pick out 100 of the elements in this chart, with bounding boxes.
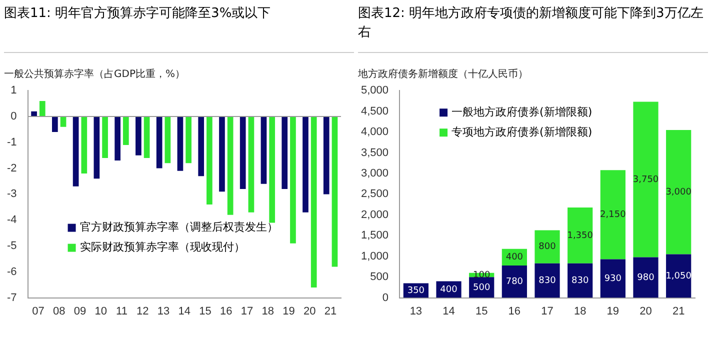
y-tick-label: -1 bbox=[7, 136, 17, 148]
bar bbox=[219, 116, 225, 192]
bar bbox=[534, 230, 560, 264]
bar bbox=[136, 116, 142, 156]
y-tick-label: 1,500 bbox=[360, 230, 389, 242]
x-tick-label: 21 bbox=[672, 305, 685, 318]
y-tick-label: 1,000 bbox=[360, 250, 389, 262]
y-tick-label: -4 bbox=[7, 214, 17, 226]
data-label: 930 bbox=[604, 274, 622, 284]
bar bbox=[198, 116, 204, 176]
bar bbox=[114, 116, 120, 161]
x-tick-label: 08 bbox=[52, 305, 66, 318]
bar bbox=[72, 116, 79, 186]
y-axis-title: 地方政府债务新增额度（十亿人民币） bbox=[358, 68, 529, 81]
legend-label: 官方财政预算赤字率（调整后权责发生） bbox=[80, 220, 278, 234]
legend-label: 实际财政预算赤字率（现收现付） bbox=[80, 240, 245, 254]
bar bbox=[123, 116, 129, 145]
bar bbox=[568, 207, 593, 264]
chart-title: 图表12: 明年地方政府专项债的新增额度可能下降到3万亿左右 bbox=[358, 0, 708, 53]
y-tick-label: 5,000 bbox=[360, 84, 389, 97]
bar bbox=[156, 116, 162, 168]
bar bbox=[666, 254, 692, 298]
bar bbox=[633, 102, 658, 258]
bar bbox=[568, 263, 593, 298]
bar bbox=[144, 116, 150, 158]
bar bbox=[260, 116, 267, 184]
bar bbox=[666, 130, 692, 254]
data-label: 350 bbox=[407, 286, 425, 296]
data-label: 2,150 bbox=[600, 210, 626, 220]
y-tick-label: 4,000 bbox=[360, 126, 389, 138]
data-label: 3,750 bbox=[632, 174, 659, 185]
data-label: 980 bbox=[637, 272, 655, 283]
x-tick-label: 15 bbox=[475, 305, 488, 318]
x-tick-label: 16 bbox=[508, 305, 521, 318]
y-axis-title: 一般公共预算赤字率（占GDP比重，%） bbox=[4, 68, 186, 81]
y-tick-label: -7 bbox=[7, 292, 17, 304]
x-tick-label: 21 bbox=[324, 305, 337, 318]
data-label: 3,000 bbox=[666, 187, 692, 198]
bar bbox=[534, 263, 560, 298]
x-tick-label: 14 bbox=[178, 305, 191, 318]
y-tick-label: 0 bbox=[382, 292, 389, 304]
y-tick-label: 0 bbox=[10, 110, 17, 123]
y-tick-label: 1 bbox=[10, 84, 17, 97]
chart-title: 图表11: 明年官方预算赤字可能降至3%或以下 bbox=[4, 0, 354, 53]
data-label: 780 bbox=[506, 276, 524, 287]
x-tick-label: 07 bbox=[32, 305, 44, 318]
x-tick-label: 19 bbox=[606, 305, 620, 318]
bar bbox=[60, 116, 66, 127]
x-tick-label: 12 bbox=[136, 305, 149, 318]
bar bbox=[248, 116, 254, 212]
y-tick-label: -5 bbox=[7, 240, 17, 252]
x-tick-label: 15 bbox=[199, 305, 212, 318]
legend-label: 一般地方政府债券(新增限额) bbox=[452, 105, 592, 118]
bar bbox=[94, 116, 100, 179]
data-label: 830 bbox=[538, 276, 556, 286]
x-tick-label: 17 bbox=[240, 305, 254, 318]
data-label: 1,350 bbox=[567, 230, 594, 241]
bar bbox=[600, 170, 626, 260]
bar bbox=[227, 116, 234, 215]
y-tick-label: 500 bbox=[370, 271, 389, 284]
bar bbox=[502, 265, 527, 298]
bar bbox=[282, 116, 288, 190]
bar bbox=[102, 116, 108, 158]
y-tick-label: 4,500 bbox=[360, 105, 389, 118]
x-tick-label: 13 bbox=[410, 305, 422, 318]
bar bbox=[269, 116, 276, 223]
data-label: 800 bbox=[538, 242, 556, 252]
x-tick-label: 20 bbox=[304, 305, 316, 318]
bar bbox=[81, 116, 88, 174]
data-label: 830 bbox=[572, 276, 589, 286]
bar bbox=[206, 116, 212, 205]
data-label: 500 bbox=[473, 282, 490, 293]
data-label: 400 bbox=[440, 284, 458, 295]
x-tick-label: 17 bbox=[541, 305, 554, 318]
x-tick-label: 11 bbox=[116, 305, 128, 318]
bar bbox=[186, 116, 192, 164]
x-tick-label: 18 bbox=[574, 305, 586, 318]
x-tick-label: 10 bbox=[94, 305, 107, 318]
y-tick-label: 3,000 bbox=[360, 168, 389, 180]
bar bbox=[323, 116, 330, 194]
bar bbox=[310, 116, 317, 288]
bar bbox=[302, 116, 308, 212]
y-tick-label: 2,000 bbox=[360, 208, 389, 221]
bar bbox=[290, 116, 296, 244]
y-tick-label: -3 bbox=[7, 188, 17, 200]
bar bbox=[39, 100, 46, 116]
x-tick-label: 20 bbox=[640, 305, 652, 318]
bar bbox=[240, 116, 246, 190]
x-tick-label: 19 bbox=[282, 305, 295, 318]
x-tick-label: 16 bbox=[220, 305, 232, 318]
x-tick-label: 14 bbox=[442, 305, 455, 318]
x-tick-label: 13 bbox=[157, 305, 170, 318]
legend-label: 专项地方政府债券(新增限额) bbox=[452, 125, 592, 138]
x-tick-label: 18 bbox=[262, 305, 274, 318]
bar bbox=[177, 116, 184, 171]
data-label: 1,050 bbox=[666, 271, 692, 282]
y-tick-label: 3,500 bbox=[360, 146, 389, 159]
bar bbox=[600, 259, 626, 298]
data-label: 400 bbox=[506, 252, 524, 263]
y-tick-label: 2,500 bbox=[360, 188, 389, 200]
